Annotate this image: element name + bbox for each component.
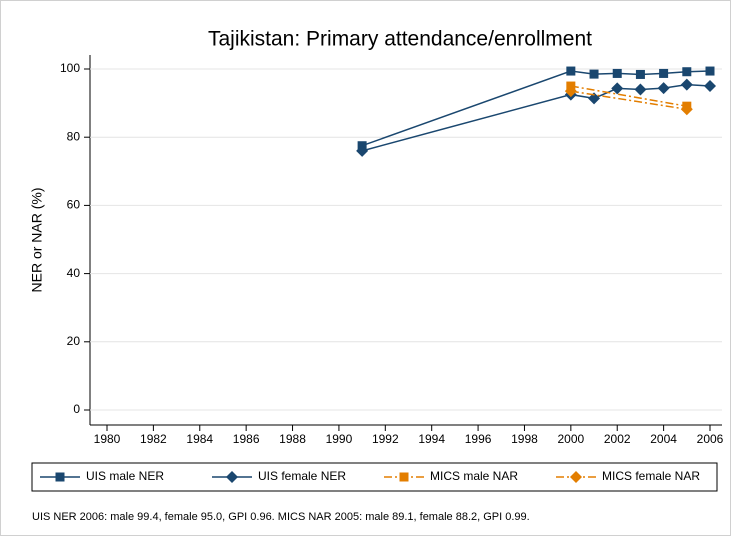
x-tick-label: 1994	[418, 432, 445, 446]
y-tick-label: 40	[67, 266, 81, 280]
data-point	[634, 83, 647, 96]
legend-marker	[55, 472, 65, 482]
data-point	[589, 69, 599, 79]
data-point	[704, 80, 716, 93]
data-point	[657, 82, 670, 95]
note: UIS NER 2006: male 99.4, female 95.0, GP…	[32, 511, 530, 523]
y-tick-label: 100	[60, 61, 80, 75]
x-tick-label: 1996	[465, 432, 492, 446]
legend-label: UIS male NER	[86, 469, 164, 483]
x-tick-label: 1998	[511, 432, 538, 446]
data-point	[356, 144, 369, 157]
x-tick-label: 2004	[650, 432, 677, 446]
chart-title: Tajikistan: Primary attendance/enrollmen…	[208, 28, 592, 51]
data-point	[588, 92, 601, 105]
x-tick-label: 1988	[279, 432, 306, 446]
series-line	[570, 90, 687, 110]
y-tick-label: 80	[67, 129, 81, 143]
data-point	[612, 68, 622, 78]
data-point	[680, 78, 693, 91]
legend-marker	[399, 472, 409, 482]
y-tick-label: 20	[67, 334, 81, 348]
x-tick-label: 1986	[233, 432, 260, 446]
data-point	[659, 68, 669, 78]
data-point	[682, 67, 692, 77]
x-tick-label: 1982	[140, 432, 167, 446]
legend-marker	[226, 471, 238, 483]
x-tick-label: 1984	[186, 432, 213, 446]
y-axis-label: NER or NAR (%)	[29, 187, 45, 292]
legend-box	[31, 462, 718, 492]
x-tick-label: 1990	[326, 432, 353, 446]
x-tick-label: 1980	[94, 432, 121, 446]
legend-marker	[570, 471, 582, 483]
data-point	[566, 66, 576, 76]
data-point	[635, 69, 645, 79]
x-tick-label: 2000	[557, 432, 584, 446]
y-tick-label: 0	[73, 402, 80, 416]
data-point	[611, 82, 624, 95]
data-point	[705, 66, 715, 76]
data-point	[564, 85, 577, 98]
legend-label: UIS female NER	[258, 469, 346, 483]
y-tick-label: 60	[67, 198, 81, 212]
data-point	[680, 103, 693, 116]
series-line	[570, 85, 687, 107]
x-tick-label: 1992	[372, 432, 399, 446]
x-tick-label: 2006	[697, 432, 724, 446]
x-tick-label: 2002	[604, 432, 631, 446]
legend-label: MICS male NAR	[430, 469, 518, 483]
legend-label: MICS female NAR	[602, 469, 700, 483]
